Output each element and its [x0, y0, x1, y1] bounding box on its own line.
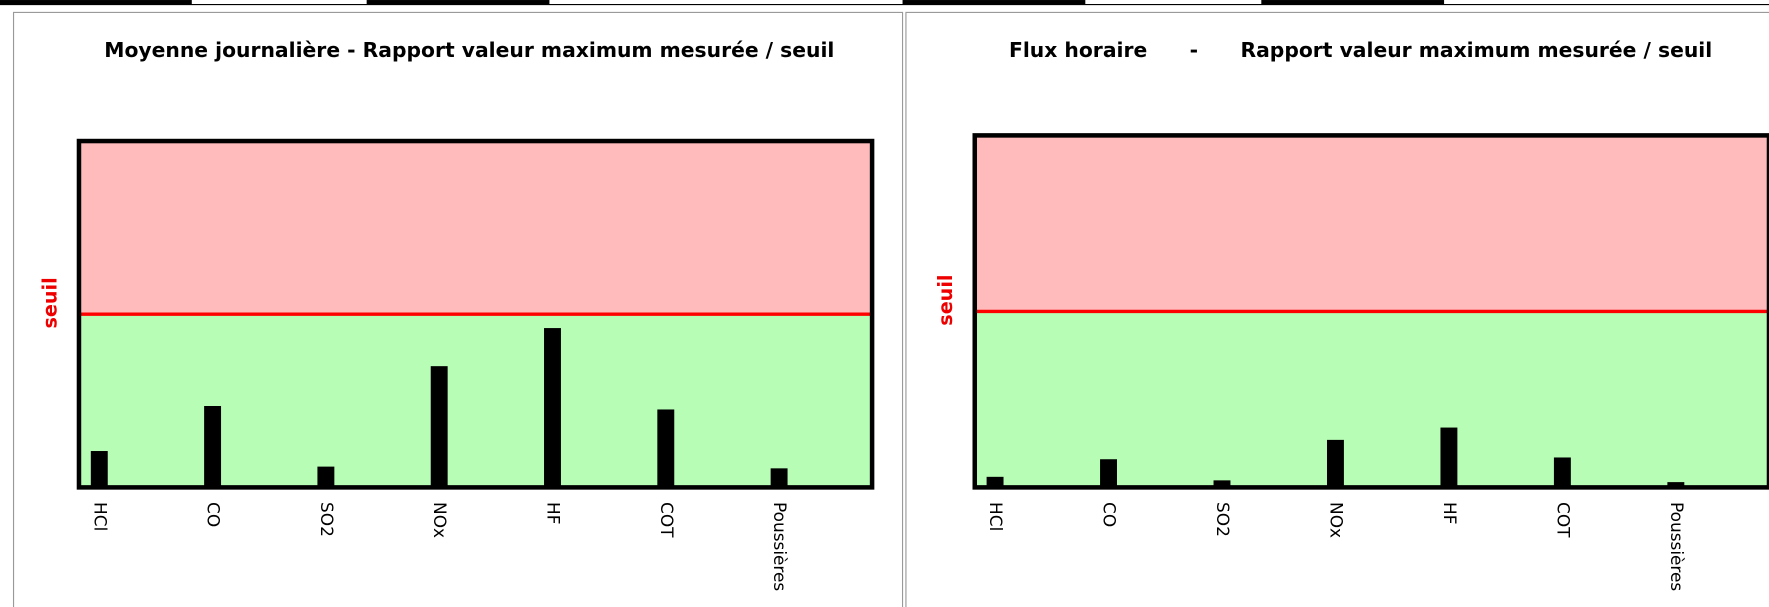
bar	[1326, 439, 1344, 488]
bar	[90, 451, 108, 488]
bar	[1553, 457, 1571, 488]
bar	[1213, 480, 1231, 488]
threshold-label: seuil	[38, 277, 61, 328]
x-tick-label: COT	[1553, 502, 1573, 538]
x-tick-label: HF	[1440, 502, 1460, 524]
chart-title: Moyenne journalière - Rapport valeur max…	[104, 38, 834, 62]
bar	[770, 468, 788, 488]
x-tick-label: HCl	[986, 502, 1006, 531]
bar	[1440, 427, 1458, 488]
panel-border	[905, 11, 1769, 607]
x-tick-label: SO2	[1213, 502, 1233, 537]
x-tick-label: CO	[204, 502, 224, 527]
x-tick-label: HCl	[90, 502, 110, 531]
above-threshold-zone	[974, 135, 1769, 312]
below-threshold-zone	[974, 311, 1769, 488]
bar	[986, 476, 1004, 488]
bar	[1667, 482, 1685, 488]
x-tick-label: COT	[657, 502, 677, 538]
tab-strip	[0, 0, 1769, 6]
threshold-label: seuil	[934, 275, 957, 326]
bar	[1100, 459, 1117, 488]
bar	[430, 366, 448, 488]
panel-border	[12, 11, 904, 607]
x-tick-label: Poussières	[770, 502, 790, 591]
chart-title: Flux horaire - Rapport valeur maximum me…	[1009, 38, 1712, 62]
bar	[204, 406, 222, 488]
x-tick-label: HF	[543, 502, 563, 524]
bar	[544, 328, 561, 488]
x-tick-label: NOx	[1326, 502, 1346, 538]
bar	[317, 466, 335, 488]
above-threshold-zone	[78, 141, 873, 315]
plot-frame	[76, 138, 875, 490]
x-tick-label: SO2	[317, 502, 337, 537]
below-threshold-zone	[78, 314, 873, 488]
x-tick-label: NOx	[430, 502, 450, 538]
bar	[657, 409, 675, 488]
x-tick-label: CO	[1100, 502, 1120, 527]
x-tick-label: Poussières	[1667, 502, 1687, 591]
plot-frame	[972, 133, 1769, 490]
